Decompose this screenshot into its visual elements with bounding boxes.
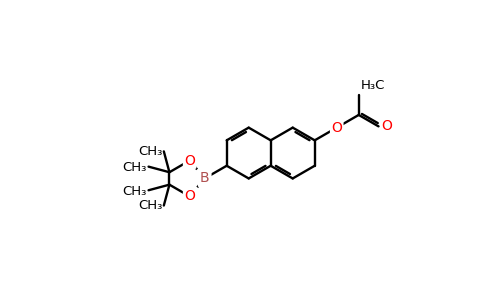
Text: CH₃: CH₃ — [138, 199, 162, 212]
Text: O: O — [331, 121, 342, 135]
Text: O: O — [184, 189, 195, 203]
Text: CH₃: CH₃ — [122, 184, 147, 197]
Text: B: B — [200, 172, 210, 185]
Text: CH₃: CH₃ — [122, 161, 147, 174]
Text: O: O — [381, 119, 393, 134]
Text: O: O — [184, 154, 195, 167]
Text: CH₃: CH₃ — [138, 145, 162, 158]
Text: H₃C: H₃C — [360, 79, 385, 92]
